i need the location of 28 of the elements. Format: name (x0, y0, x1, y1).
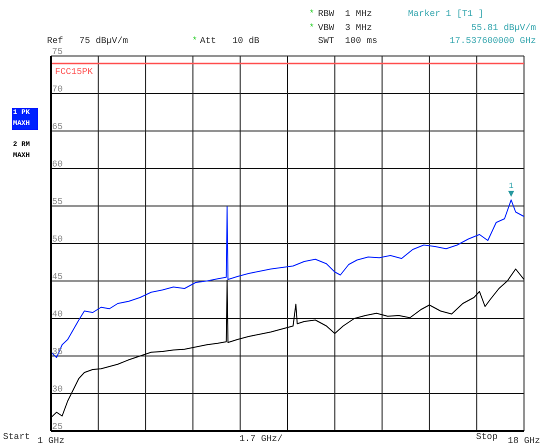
y-tick-label: 30 (52, 384, 63, 394)
text: * (192, 36, 198, 46)
annotation: 1 (508, 182, 514, 191)
text: * (309, 9, 314, 19)
y-tick-label: 70 (52, 84, 63, 94)
text: RBW 1 MHz (318, 9, 372, 19)
text: Ref 75 dBµV/m (47, 36, 128, 46)
y-tick-label: 50 (52, 234, 63, 244)
text: 17.537600000 GHz (450, 36, 536, 46)
y-tick-label: 25 (52, 422, 63, 432)
text: Marker 1 [T1 ] (408, 9, 484, 19)
y-tick-label: 40 (52, 310, 63, 320)
ref-line-label: FCC15PK (55, 66, 94, 77)
y-tick-label: 45 (52, 272, 63, 282)
x-tick-label: 18 GHz (508, 436, 540, 446)
y-tick-label: 60 (52, 160, 63, 170)
text: VBW 3 MHz (318, 23, 372, 33)
y-tick-label: 65 (52, 122, 63, 132)
y-tick-label: 75 (52, 47, 63, 57)
text: SWT 100 ms (318, 36, 378, 46)
text: Att 10 dB (200, 36, 260, 46)
x-tick-label: 1 GHz (37, 436, 65, 446)
y-tick-label: 55 (52, 197, 63, 207)
text: * (309, 23, 314, 33)
text: 55.81 dBµV/m (471, 23, 536, 33)
x-axis-title: 1.7 GHz/ (239, 434, 283, 444)
text: Start (3, 432, 30, 442)
text: Stop (476, 432, 498, 442)
